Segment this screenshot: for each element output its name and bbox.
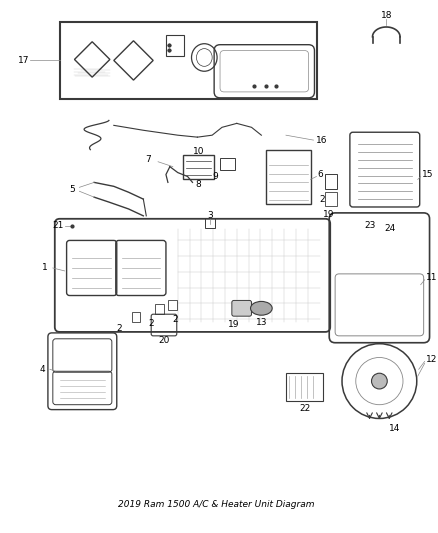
- Text: 23: 23: [364, 221, 376, 230]
- Text: 7: 7: [145, 155, 151, 164]
- Text: 24: 24: [384, 224, 396, 233]
- Text: 2: 2: [148, 319, 154, 328]
- Bar: [166, 35, 184, 56]
- Text: 1: 1: [42, 263, 48, 272]
- Text: 10: 10: [193, 148, 204, 156]
- Ellipse shape: [251, 302, 272, 315]
- Text: 2: 2: [116, 325, 121, 334]
- Text: 15: 15: [422, 170, 433, 179]
- Bar: [131, 312, 140, 322]
- Text: 18: 18: [381, 11, 392, 20]
- Text: 5: 5: [70, 185, 75, 194]
- Text: 9: 9: [212, 172, 218, 181]
- Text: 2: 2: [320, 195, 325, 204]
- Text: 8: 8: [195, 180, 201, 189]
- Text: 17: 17: [18, 56, 30, 65]
- Text: 19: 19: [322, 211, 334, 220]
- Bar: [168, 301, 177, 310]
- Text: 19: 19: [228, 320, 240, 328]
- Bar: [266, 150, 311, 204]
- Bar: [205, 218, 215, 228]
- FancyBboxPatch shape: [232, 301, 251, 316]
- Circle shape: [371, 373, 387, 389]
- Bar: [325, 192, 337, 206]
- Text: 2: 2: [173, 314, 178, 324]
- Text: 2019 Ram 1500 A/C & Heater Unit Diagram: 2019 Ram 1500 A/C & Heater Unit Diagram: [118, 499, 314, 508]
- Bar: [325, 174, 337, 189]
- Text: 21: 21: [53, 221, 64, 230]
- Bar: [220, 158, 235, 169]
- Text: 12: 12: [426, 355, 437, 364]
- Text: 16: 16: [315, 135, 327, 144]
- Bar: [155, 304, 164, 314]
- Bar: [286, 373, 323, 401]
- Bar: [183, 155, 214, 180]
- Text: 6: 6: [318, 170, 323, 179]
- Text: 13: 13: [256, 318, 267, 327]
- Text: 20: 20: [158, 336, 170, 345]
- Text: 14: 14: [389, 424, 401, 433]
- Bar: [60, 22, 318, 99]
- Text: 11: 11: [426, 273, 437, 282]
- Text: 3: 3: [207, 212, 213, 220]
- Text: 4: 4: [40, 365, 46, 374]
- Text: 22: 22: [299, 404, 310, 413]
